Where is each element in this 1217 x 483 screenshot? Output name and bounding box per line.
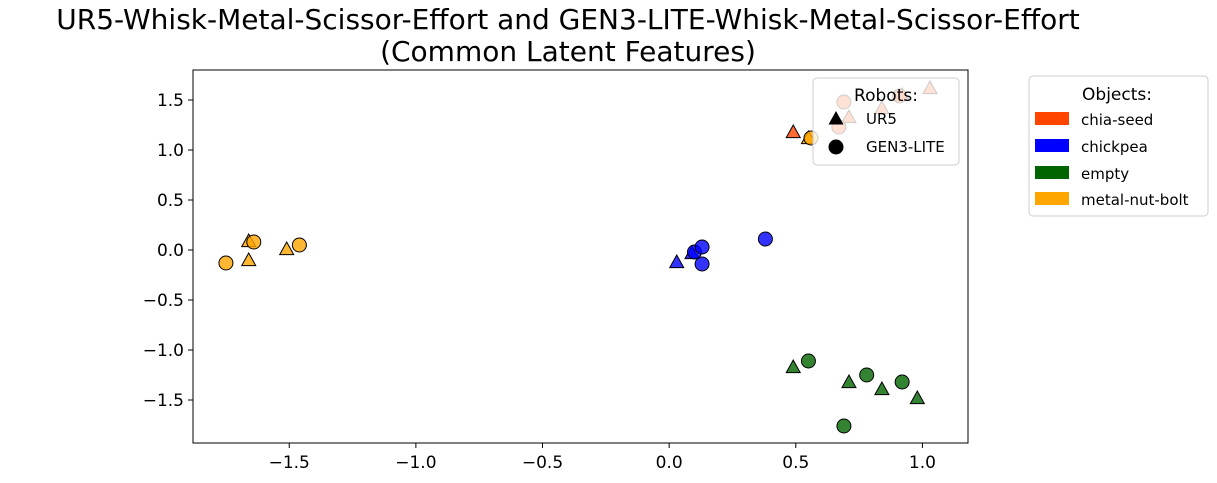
y-tick-label: 0.0 <box>157 241 184 261</box>
y-axis: 1.5 1.0 0.5 0.0 −0.5 −1.0 −1.5 <box>143 91 193 411</box>
point-chia-seed-ur5 <box>785 123 802 139</box>
point-empty-ur5 <box>785 358 802 374</box>
robots-legend: Robots: UR5 GEN3-LITE <box>812 77 960 166</box>
point-chickpea-gen3-lite <box>757 231 773 247</box>
objects-legend-title: Objects: <box>1082 85 1152 105</box>
x-tick-label: 0.5 <box>782 453 809 473</box>
y-tick-label: 1.5 <box>157 91 184 111</box>
point-empty-ur5 <box>841 373 857 389</box>
legend-label-chickpea: chickpea <box>1081 138 1148 156</box>
chart-title: UR5-Whisk-Metal-Scissor-Effort and GEN3-… <box>0 4 1136 68</box>
legend-swatch-empty <box>1035 166 1069 179</box>
legend-swatch-chia-seed <box>1035 112 1069 125</box>
x-tick-label: −1.5 <box>269 453 310 473</box>
legend-label-ur5: UR5 <box>866 110 897 128</box>
objects-legend-box <box>1028 75 1209 217</box>
legend-triangle-marker <box>828 111 844 125</box>
point-empty-gen3-lite <box>836 418 852 434</box>
point-empty-ur5 <box>909 389 926 405</box>
chart-title-line-2: (Common Latent Features) <box>380 35 756 68</box>
legend-circle-marker <box>828 139 844 155</box>
point-metal-nut-bolt-gen3-lite <box>218 255 234 271</box>
point-empty-gen3-lite <box>894 374 910 390</box>
robots-legend-box <box>812 77 960 166</box>
x-axis: −1.5 −1.0 −0.5 0.0 0.5 1.0 <box>269 443 936 473</box>
plot-frame <box>192 69 969 444</box>
legend-label-gen3-lite: GEN3-LITE <box>866 138 945 156</box>
y-tick-label: 0.5 <box>157 191 184 211</box>
point-metal-nut-bolt-gen3-lite <box>291 237 307 253</box>
y-tick-label: −1.5 <box>143 391 184 411</box>
legend-swatch-metal-nut-bolt <box>1035 192 1069 205</box>
x-tick-label: 1.0 <box>909 453 936 473</box>
point-chickpea-gen3-lite <box>694 239 710 255</box>
robots-legend-title: Robots: <box>854 86 918 106</box>
y-tick-label: −0.5 <box>143 291 184 311</box>
x-tick-label: 0.0 <box>656 453 683 473</box>
objects-legend: Objects: chia-seed chickpea empty metal-… <box>1028 75 1209 217</box>
legend-label-chia-seed: chia-seed <box>1081 111 1153 129</box>
y-tick-label: 1.0 <box>157 141 184 161</box>
point-metal-nut-bolt-ur5 <box>278 240 295 256</box>
point-empty-ur5 <box>874 380 890 396</box>
chart-title-line-1: UR5-Whisk-Metal-Scissor-Effort and GEN3-… <box>56 3 1080 36</box>
point-metal-nut-bolt-gen3-lite <box>246 234 262 250</box>
x-tick-label: −1.0 <box>395 453 436 473</box>
legend-swatch-chickpea <box>1035 139 1069 152</box>
point-empty-gen3-lite <box>859 367 875 383</box>
y-tick-label: −1.0 <box>143 341 184 361</box>
point-chickpea-gen3-lite <box>694 256 710 272</box>
legend-label-empty: empty <box>1081 165 1129 183</box>
point-metal-nut-bolt-ur5 <box>240 251 257 267</box>
point-empty-gen3-lite <box>800 353 816 369</box>
legend-label-metal-nut-bolt: metal-nut-bolt <box>1081 191 1189 209</box>
x-tick-label: −0.5 <box>522 453 563 473</box>
point-chickpea-ur5 <box>668 253 685 269</box>
